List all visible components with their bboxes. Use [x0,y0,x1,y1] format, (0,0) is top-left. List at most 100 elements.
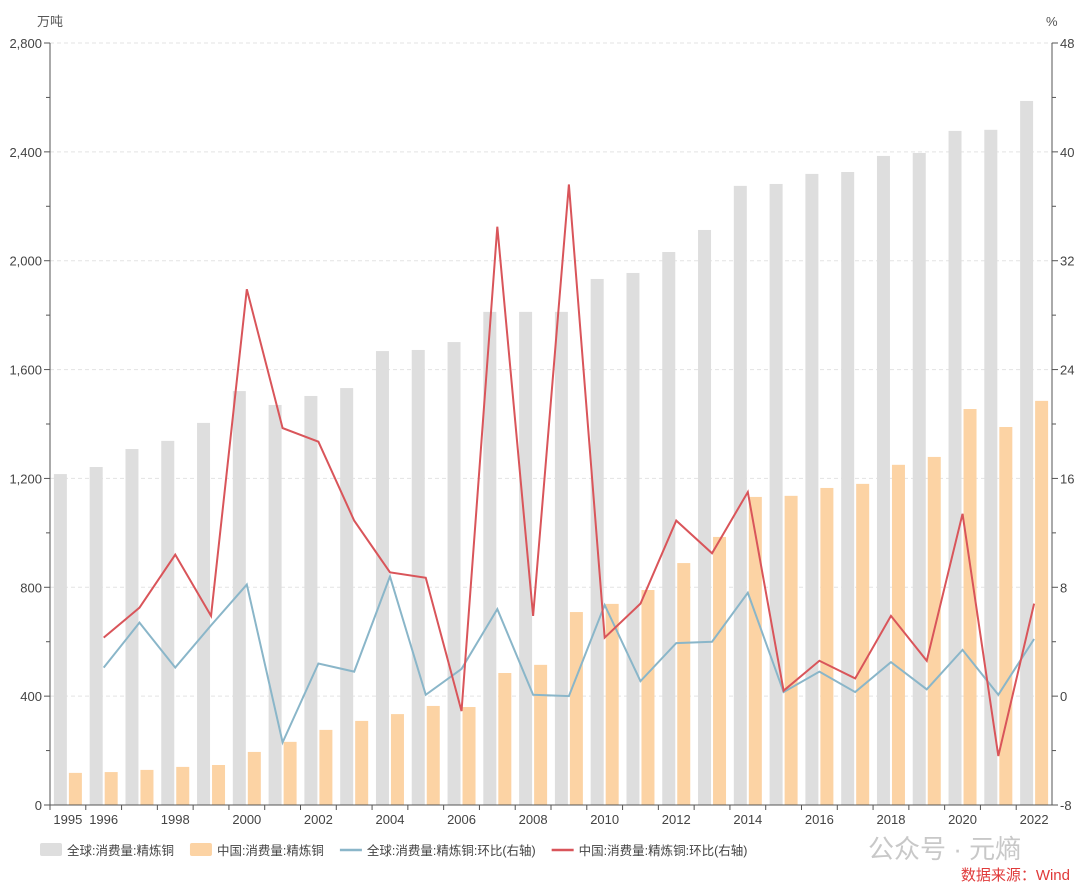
bar-china [68,772,82,805]
bar-global [948,130,962,805]
bar-china [605,603,619,805]
bar-global [483,311,497,805]
bar-china [462,707,476,805]
right-tick-label: 40 [1060,145,1074,160]
legend-swatch [189,843,212,856]
left-tick-label: 2,800 [9,36,42,51]
x-tick-label: 1996 [89,812,118,827]
x-tick-label: 2016 [805,812,834,827]
bar-global [161,440,175,805]
bar-global [89,466,103,805]
x-tick-label: 1995 [53,812,82,827]
left-tick-label: 1,600 [9,363,42,378]
bar-global [125,449,139,805]
bar-china [641,590,655,805]
x-tick-label: 2020 [948,812,977,827]
bar-global [375,351,389,805]
bar-global [626,272,640,806]
left-tick-label: 1,200 [9,471,42,486]
bar-china [426,705,440,805]
legend-label: 全球:消费量:精炼铜:环比(右轴) [367,843,536,858]
left-tick-label: 2,400 [9,145,42,160]
bar-china [390,714,404,805]
bar-china [498,673,512,805]
line-china-growth [103,184,1036,757]
left-tick-label: 0 [35,798,42,813]
legend-label: 中国:消费量:精炼铜:环比(右轴) [579,843,748,858]
x-tick-label: 2000 [232,812,261,827]
x-tick-label: 2014 [733,812,762,827]
right-tick-label: 24 [1060,363,1074,378]
source-note: 数据来源：Wind [961,867,1070,884]
bar-global [554,311,568,805]
bar-china [569,612,583,805]
bar-global [447,342,461,805]
bar-global [53,474,67,805]
right-tick-label: 8 [1060,580,1067,595]
x-tick-label: 2008 [519,812,548,827]
x-tick-label: 2002 [304,812,333,827]
left-axis-label: 万吨 [37,14,63,29]
legend-swatch [40,843,62,856]
bar-china [748,496,762,805]
axes: 0 400 800 1,200 1,600 2,000 2,400 2,800 -8 0 8 16 24… [9,36,1074,827]
bar-global [984,129,998,805]
x-tick-label: 2022 [1020,812,1049,827]
bar-global [733,185,747,805]
bar-china [677,563,691,805]
watermark: 公众号 · 元熵 [868,834,1021,864]
bar-global [519,311,533,805]
bar-global [805,173,819,806]
right-axis-label: % [1046,14,1058,29]
bar-global [698,229,712,805]
bar-china [283,741,297,805]
right-tick-label: -8 [1060,798,1072,813]
right-tick-label: 0 [1060,689,1067,704]
x-tick-label: 2018 [877,812,906,827]
bar-china [140,769,154,805]
bar-china [999,426,1013,805]
bar-global [1020,100,1034,805]
bar-global [232,391,246,805]
bar-global [876,155,890,806]
x-tick-label: 2006 [447,812,476,827]
bar-china [963,409,977,805]
bar-china [176,766,190,805]
bar-china [319,729,333,805]
legend-label: 全球:消费量:精炼铜 [67,843,174,858]
x-tick-label: 2012 [662,812,691,827]
bar-china [355,720,369,805]
right-tick-label: 48 [1060,36,1074,51]
bar-china [104,772,118,805]
bar-china [1035,400,1049,805]
line-global-growth [102,573,1035,746]
bar-global [197,422,211,805]
right-tick-label: 32 [1060,254,1074,269]
bar-global [304,395,318,805]
right-tick-label: 16 [1060,471,1074,486]
bar-global [268,404,282,805]
legend-label: 中国:消费量:精炼铜 [217,843,324,858]
bar-china [713,536,727,805]
bar-china [784,495,798,805]
left-tick-label: 800 [20,580,42,595]
x-tick-label: 2004 [376,812,405,827]
lines [102,184,1036,757]
x-tick-label: 2010 [590,812,619,827]
bar-global [662,252,676,805]
bar-china [856,483,870,805]
legend: 全球:消费量:精炼铜 中国:消费量:精炼铜 全球:消费量:精炼铜:环比(右轴) 中国:… [40,843,747,858]
bars [53,100,1049,806]
bar-global [769,183,783,806]
left-tick-label: 2,000 [9,254,42,269]
bar-china [820,487,834,805]
bar-global [841,171,855,805]
x-tick-label: 1998 [161,812,190,827]
bar-china [247,751,261,805]
bar-china [534,664,548,805]
bar-global [912,152,926,806]
left-tick-label: 400 [20,689,42,704]
bar-china [891,464,905,805]
bar-global [340,388,354,805]
